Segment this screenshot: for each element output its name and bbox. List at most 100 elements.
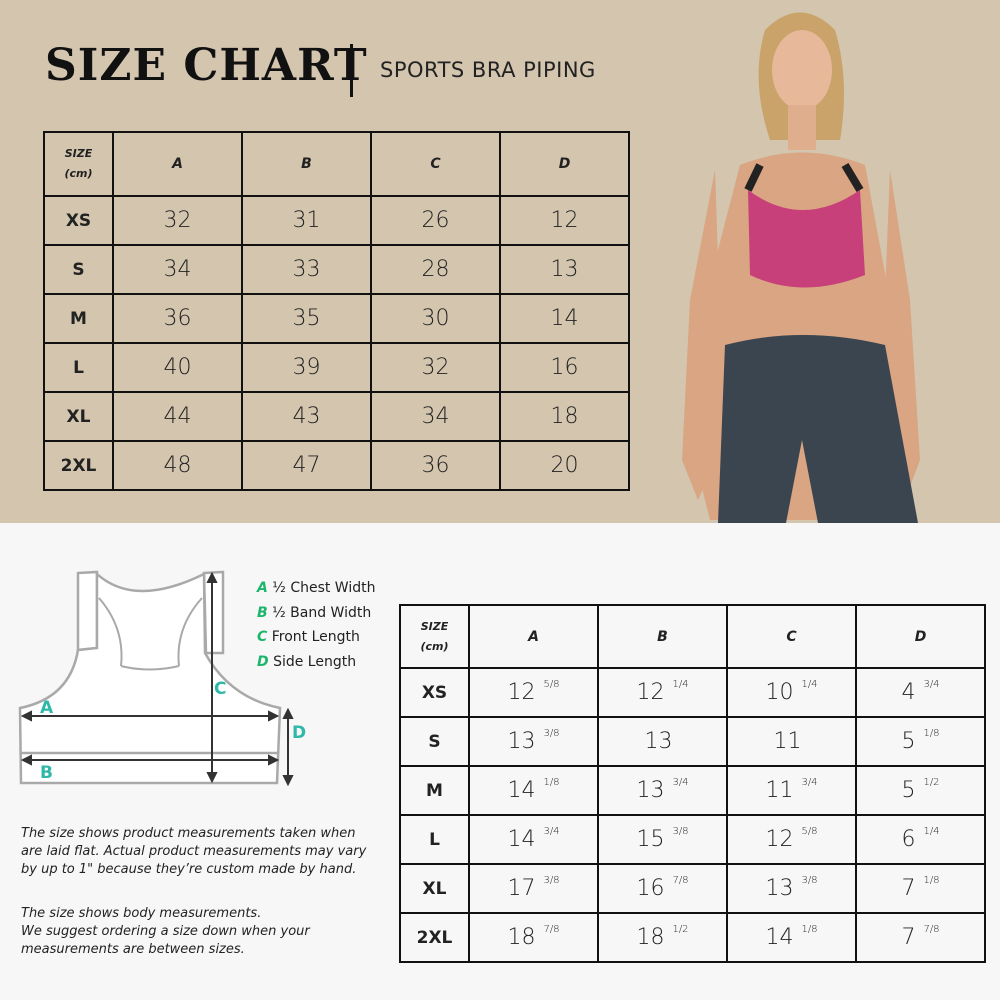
whole-value: 18 (636, 925, 665, 950)
whole-value: 13 (644, 729, 673, 754)
legend-letter: B (257, 604, 268, 621)
measurement-cell: 13 (499, 244, 630, 295)
page-title: SIZE CHART (45, 40, 368, 91)
column-header: D (855, 604, 986, 669)
table-row: 2XL 18 7/8 18 1/2 14 1/8 7 7/8 (399, 912, 986, 963)
legend-label: Front Length (271, 629, 360, 645)
size-label: 2XL (43, 440, 114, 491)
legend-label: Side Length (273, 653, 357, 670)
measurement-cell: 28 (370, 244, 501, 295)
measurement-cell: 11 3/4 (726, 765, 857, 816)
size-header-cell: SIZE (cm) (43, 131, 114, 197)
fraction-value: 1/2 (672, 923, 689, 935)
fraction-value: 3/4 (672, 776, 689, 788)
diagram-label-b: B (40, 763, 53, 783)
measurement-cell: 5 1/8 (855, 716, 986, 767)
measurement-cell: 12 5/8 (726, 814, 857, 865)
size-header-label: SIZE (64, 147, 93, 160)
table-row: XS 32 31 26 12 (43, 195, 630, 246)
bra-diagram: A B C D (18, 570, 306, 787)
legend-letter: C (257, 629, 268, 645)
size-label: M (43, 293, 114, 344)
measurement-cell: 48 (112, 440, 243, 491)
measurement-cell: 14 1/8 (726, 912, 857, 963)
measurement-cell: 11 (726, 716, 857, 767)
whole-value: 5 (901, 729, 916, 754)
fraction-value: 3/8 (801, 874, 818, 886)
measurement-cell: 34 (370, 391, 501, 442)
table-row: S 13 3/8 13 11 5 1/8 (399, 716, 986, 767)
legend-item: D Side Length (257, 650, 376, 675)
legend-label: ½ Chest Width (272, 580, 376, 596)
measurement-cell: 31 (241, 195, 372, 246)
measurement-cell: 13 3/4 (597, 765, 728, 816)
size-label: XL (399, 863, 470, 914)
measurement-cell: 39 (241, 342, 372, 393)
size-label: XL (43, 391, 114, 442)
size-label: XS (43, 195, 114, 246)
measurement-cell: 26 (370, 195, 501, 246)
fraction-value: 7/8 (672, 874, 689, 886)
fraction-value: 1/8 (801, 923, 818, 935)
measurement-cell: 44 (112, 391, 243, 442)
fraction-value: 3/4 (801, 776, 818, 788)
table-header-row: SIZE (cm) A B C D (43, 131, 630, 197)
fraction-value: 5/8 (543, 678, 560, 690)
measurement-cell: 14 3/4 (468, 814, 599, 865)
column-header: B (597, 604, 728, 669)
whole-value: 12 (507, 680, 536, 705)
measurement-cell: 33 (241, 244, 372, 295)
measurement-cell: 7 1/8 (855, 863, 986, 914)
whole-value: 7 (901, 925, 916, 950)
measurement-cell: 47 (241, 440, 372, 491)
measurement-cell: 34 (112, 244, 243, 295)
table-header-row: SIZE (cm) A B C D (399, 604, 986, 669)
whole-value: 12 (636, 680, 665, 705)
whole-value: 5 (901, 778, 916, 803)
measurement-cell: 14 (499, 293, 630, 344)
whole-value: 11 (773, 729, 802, 754)
measurement-cell: 36 (370, 440, 501, 491)
product-measurement-note: The size shows product measurements take… (21, 825, 366, 879)
fraction-value: 3/8 (543, 727, 560, 739)
column-header: C (726, 604, 857, 669)
size-label: S (399, 716, 470, 767)
whole-value: 7 (901, 876, 916, 901)
size-label: XS (399, 667, 470, 718)
measurement-cell: 16 (499, 342, 630, 393)
measurement-cell: 12 1/4 (597, 667, 728, 718)
size-label: L (43, 342, 114, 393)
whole-value: 10 (765, 680, 794, 705)
measurement-cell: 18 1/2 (597, 912, 728, 963)
whole-value: 13 (507, 729, 536, 754)
size-label: 2XL (399, 912, 470, 963)
size-header-cell: SIZE (cm) (399, 604, 470, 669)
column-header: A (468, 604, 599, 669)
fraction-value: 1/8 (543, 776, 560, 788)
whole-value: 17 (507, 876, 536, 901)
legend-letter: D (257, 653, 269, 670)
measurement-cell: 18 (499, 391, 630, 442)
note-line: by up to 1" because they’re custom made … (21, 862, 357, 877)
size-unit-label: (cm) (64, 167, 93, 180)
diagram-label-c: C (214, 679, 226, 699)
measurement-cell: 6 1/4 (855, 814, 986, 865)
table-row: M 36 35 30 14 (43, 293, 630, 344)
table-row: XL 17 3/8 16 7/8 13 3/8 7 1/8 (399, 863, 986, 914)
body-measurement-note: The size shows body measurements. We sug… (21, 905, 310, 959)
size-label: M (399, 765, 470, 816)
measurement-cell: 4 3/4 (855, 667, 986, 718)
model-photo (682, 12, 920, 523)
size-label: L (399, 814, 470, 865)
whole-value: 11 (765, 778, 794, 803)
whole-value: 4 (901, 680, 916, 705)
fraction-value: 5/8 (801, 825, 818, 837)
diagram-label-d: D (292, 723, 306, 743)
whole-value: 14 (765, 925, 794, 950)
title-divider (350, 44, 353, 97)
fraction-value: 7/8 (923, 923, 940, 935)
legend-item: C Front Length (257, 625, 376, 650)
table-row: XL 44 43 34 18 (43, 391, 630, 442)
measurement-cell: 5 1/2 (855, 765, 986, 816)
whole-value: 6 (901, 827, 916, 852)
